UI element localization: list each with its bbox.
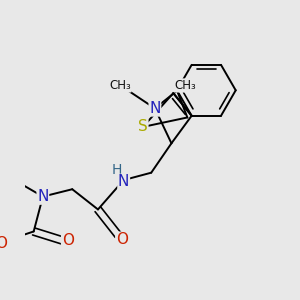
Text: H: H (111, 163, 122, 177)
Text: CH₃: CH₃ (109, 79, 131, 92)
Text: N: N (149, 101, 160, 116)
Text: S: S (138, 119, 148, 134)
Text: O: O (0, 236, 8, 251)
Text: CH₃: CH₃ (174, 79, 196, 92)
Text: O: O (116, 232, 128, 247)
Text: N: N (118, 174, 129, 189)
Text: N: N (37, 189, 49, 204)
Text: O: O (62, 233, 74, 248)
